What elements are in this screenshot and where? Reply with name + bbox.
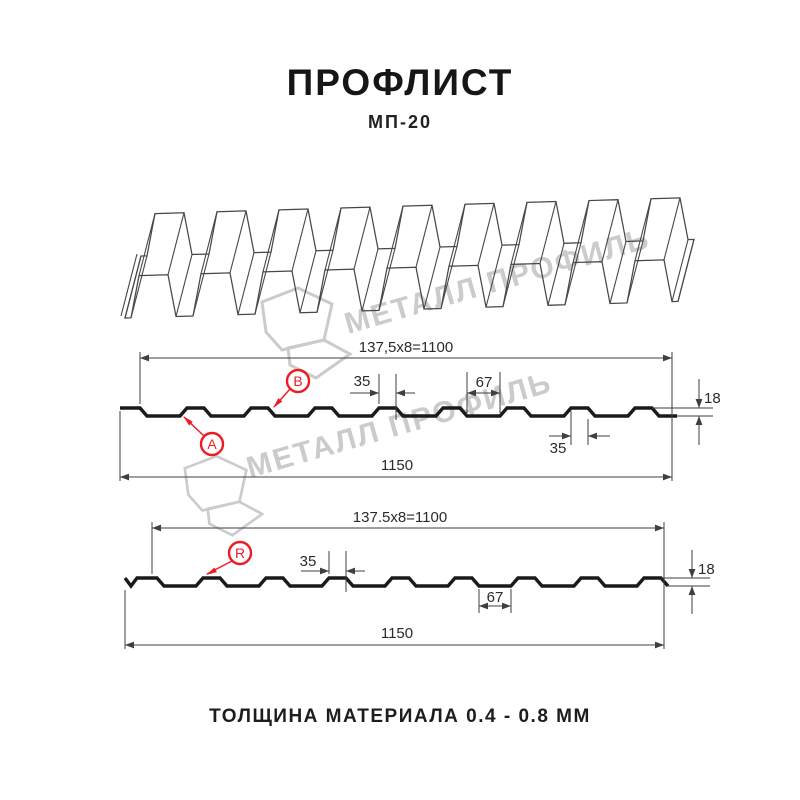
dim-line	[378, 248, 396, 311]
dim-arrowhead	[491, 389, 500, 397]
dim-line	[299, 250, 317, 313]
leader-arrowhead	[206, 567, 217, 575]
dim-arrowhead	[695, 399, 703, 408]
dim-line	[626, 240, 644, 304]
dim-line	[262, 209, 280, 272]
metall-profil-logo-icon	[260, 286, 353, 380]
profile-outline	[120, 406, 677, 418]
dim-arrowhead	[152, 524, 161, 532]
dim-arrowhead	[370, 389, 379, 397]
dim-line	[167, 212, 185, 275]
sheet-3d-wireframe	[120, 197, 695, 319]
dim-crest-35: 35	[300, 553, 317, 570]
dim-arrowhead	[562, 432, 571, 440]
callout-a-circle	[199, 431, 225, 457]
sheet-3d-fill	[125, 197, 694, 318]
dim-line	[353, 206, 371, 270]
dim-line	[423, 246, 441, 310]
dim-arrowhead	[140, 354, 149, 362]
dim-total-1150: 1150	[381, 625, 413, 642]
dim-arrowhead	[346, 567, 355, 575]
dim-line	[175, 254, 193, 317]
dim-total-1150: 1150	[381, 457, 413, 474]
callout-b-circle	[285, 368, 311, 394]
profile-diagram-top	[119, 352, 713, 481]
dim-line	[510, 202, 528, 265]
dim-line	[291, 208, 309, 272]
dim-line	[502, 244, 520, 307]
dim-arrowhead	[502, 602, 511, 610]
callout-a-label: A	[207, 436, 217, 452]
dim-line	[671, 239, 689, 302]
dim-module-top: 137,5x8=1100	[359, 339, 453, 356]
dim-height-18: 18	[698, 561, 715, 578]
dim-line	[229, 210, 247, 273]
dim-line	[477, 203, 495, 266]
dim-arrowhead	[655, 524, 664, 532]
dim-line	[677, 239, 695, 302]
dim-line	[316, 250, 334, 313]
dim-line	[237, 252, 255, 315]
dim-line	[124, 255, 142, 319]
dim-arrowhead	[695, 416, 703, 425]
dim-valley-67: 67	[476, 374, 493, 391]
dim-arrowhead	[588, 432, 597, 440]
dim-arrowhead	[655, 641, 664, 649]
dim-arrowhead	[688, 569, 696, 578]
dim-height-18: 18	[704, 390, 721, 407]
page-subtitle: МП-20	[368, 112, 432, 132]
dim-line	[663, 197, 681, 260]
dim-line	[324, 207, 342, 271]
callout-r-label: R	[235, 545, 245, 561]
dim-arrowhead	[120, 473, 129, 481]
dim-line	[448, 204, 466, 267]
material-thickness-note: ТОЛЩИНА МАТЕРИАЛА 0.4 - 0.8 ММ	[209, 706, 591, 727]
dim-line	[386, 206, 404, 269]
dim-arrowhead	[320, 567, 329, 575]
dim-line	[609, 241, 627, 304]
sheet-3d-silhouette	[125, 197, 694, 318]
dim-line	[138, 213, 156, 276]
dim-line	[564, 242, 582, 305]
dim-crest-35-bottom: 35	[550, 440, 567, 457]
dim-line	[572, 200, 590, 263]
dim-arrowhead	[479, 602, 488, 610]
dim-line	[200, 211, 218, 274]
profile-diagram-bottom	[123, 522, 710, 649]
dim-line	[254, 251, 272, 315]
dim-line	[539, 201, 557, 264]
dim-line	[415, 205, 433, 268]
leader-arrowhead	[273, 398, 283, 408]
dim-arrowhead	[663, 473, 672, 481]
dim-valley-67: 67	[487, 589, 504, 606]
dim-line	[634, 198, 652, 261]
dim-arrowhead	[125, 641, 134, 649]
callout-r-circle	[227, 540, 253, 566]
dim-line	[547, 243, 565, 306]
dim-line	[601, 199, 619, 262]
dim-line	[120, 253, 138, 317]
dim-line	[192, 253, 210, 317]
page-title: ПРОФЛИСТ	[286, 62, 514, 103]
dim-arrowhead	[688, 586, 696, 595]
dim-crest-35: 35	[354, 373, 371, 390]
dim-arrowhead	[396, 389, 405, 397]
callout-b-label: B	[293, 373, 302, 389]
profile-outline	[123, 576, 670, 589]
dim-line	[361, 248, 379, 312]
dim-arrowhead	[663, 354, 672, 362]
metall-profil-logo-icon	[183, 454, 265, 537]
dim-line	[485, 245, 503, 308]
dim-line	[130, 255, 148, 318]
dim-arrowhead	[467, 389, 476, 397]
dim-line	[440, 246, 458, 309]
leader-arrowhead	[183, 416, 193, 426]
dim-module-top: 137.5x8=1100	[353, 509, 447, 526]
